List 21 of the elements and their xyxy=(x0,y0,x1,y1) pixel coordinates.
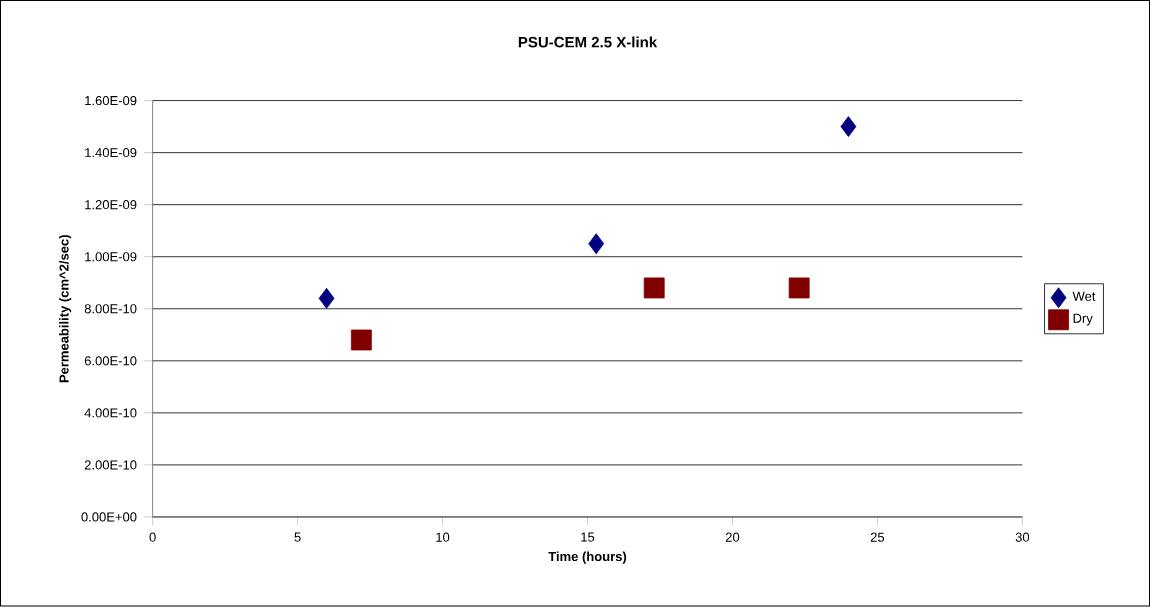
x-tick-label: 10 xyxy=(436,532,450,543)
x-tick-label: 5 xyxy=(294,532,301,542)
y-tick-label: 4.00E-10 xyxy=(84,408,137,418)
legend-label: Wet xyxy=(1072,292,1096,302)
x-tick-label: 20 xyxy=(725,532,740,543)
x-tick-label: 0 xyxy=(149,532,156,543)
x-axis-title: Time (hours) xyxy=(548,551,627,564)
y-tick-label: 1.20E-09 xyxy=(85,200,137,210)
x-tick-label: 25 xyxy=(870,532,885,543)
y-axis-title: Permeability (cm^2/sec) xyxy=(59,235,72,383)
y-tick-label: 1.40E-09 xyxy=(85,148,137,158)
x-tick-label: 15 xyxy=(581,532,595,542)
y-tick-label: 6.00E-10 xyxy=(84,356,137,366)
x-tick-label: 30 xyxy=(1015,532,1030,543)
y-tick-label: 1.60E-09 xyxy=(85,96,137,106)
y-tick-label: 0.00E+00 xyxy=(81,512,137,522)
chart-title: PSU-CEM 2.5 X-link xyxy=(518,36,658,48)
y-tick-label: 1.00E-09 xyxy=(85,252,137,262)
legend-label: Dry xyxy=(1073,314,1093,326)
y-tick-label: 2.00E-10 xyxy=(84,460,137,470)
y-tick-label: 8.00E-10 xyxy=(84,304,137,314)
